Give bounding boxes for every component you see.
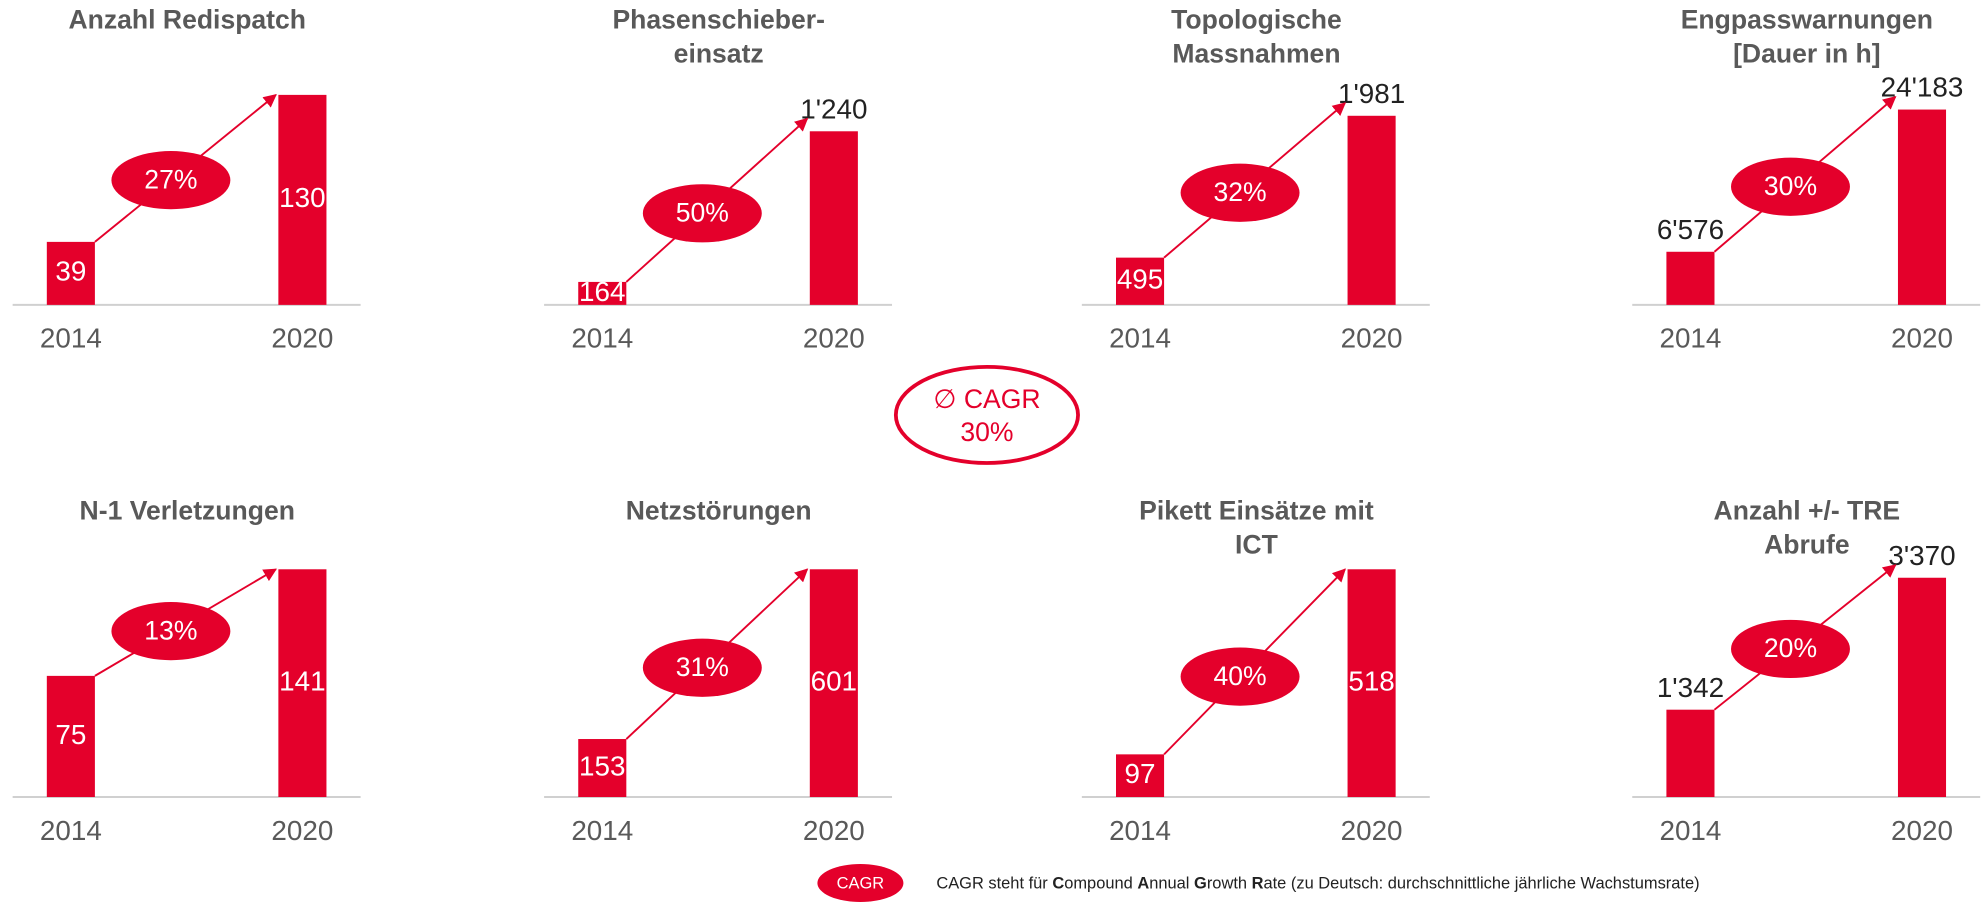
bar — [1347, 115, 1396, 305]
bar — [809, 131, 858, 305]
bar — [578, 739, 627, 797]
x-tick-label: 2014 — [1109, 323, 1171, 354]
chart-title: ICT — [1235, 530, 1278, 560]
chart-title: einsatz — [674, 39, 764, 69]
x-tick-label: 2020 — [1891, 815, 1953, 846]
chart-title: [Dauer in h] — [1733, 39, 1881, 69]
chart-title: Engpasswarnungen — [1681, 5, 1933, 35]
average-value: 30% — [960, 417, 1013, 447]
average-label: ∅ CAGR — [933, 384, 1040, 414]
footer-segment: CAGR steht für — [936, 875, 1052, 893]
footer-segment: R — [1252, 875, 1264, 893]
bar — [578, 281, 627, 305]
footer-text: CAGR steht für Compound Annual Growth Ra… — [936, 875, 1699, 893]
cagr-label: 27% — [144, 164, 197, 194]
x-tick-label: 2014 — [40, 815, 102, 846]
footer-badge: CAGR — [837, 875, 885, 893]
value-label: 75 — [55, 719, 86, 750]
chart-title: N-1 Verletzungen — [80, 495, 295, 525]
bar — [1666, 251, 1715, 305]
cagr-label: 32% — [1214, 177, 1267, 207]
x-tick-label: 2014 — [571, 323, 633, 354]
footer-segment: A — [1137, 875, 1149, 893]
footer-segment: nnual — [1149, 875, 1194, 893]
x-tick-label: 2014 — [1659, 323, 1721, 354]
footer-segment: G — [1194, 875, 1207, 893]
x-tick-label: 2014 — [1659, 815, 1721, 846]
chart-title: Pikett Einsätze mit — [1139, 495, 1374, 525]
cagr-ellipse — [111, 151, 231, 210]
value-label: 1'981 — [1338, 78, 1405, 109]
bar — [278, 94, 327, 305]
x-tick-label: 2020 — [803, 815, 865, 846]
cagr-ellipse — [1180, 163, 1300, 222]
bar — [46, 675, 95, 797]
x-tick-label: 2014 — [1109, 815, 1171, 846]
cagr-label: 50% — [676, 198, 729, 228]
value-label: 1'240 — [800, 93, 867, 124]
cagr-label: 30% — [1764, 171, 1817, 201]
x-tick-label: 2020 — [803, 323, 865, 354]
cagr-label: 20% — [1764, 633, 1817, 663]
chart-title: Massnahmen — [1172, 39, 1340, 69]
bar — [1347, 569, 1396, 797]
chart-title: Phasenschieber- — [612, 5, 824, 35]
value-label: 1'342 — [1657, 672, 1724, 703]
cagr-label: 40% — [1214, 661, 1267, 691]
footer-segment: ompound — [1064, 875, 1137, 893]
bar — [1897, 577, 1947, 797]
footer-segment: rowth — [1207, 875, 1252, 893]
chart-title: Netzstörungen — [626, 495, 812, 525]
cagr-ellipse — [642, 638, 762, 697]
footer-segment: ate (zu Deutsch: durchschnittliche jährl… — [1263, 875, 1699, 893]
cagr-ellipse — [642, 184, 762, 243]
bar — [46, 241, 95, 305]
value-label: 601 — [811, 666, 857, 697]
value-label: 141 — [279, 666, 325, 697]
average-ellipse — [893, 364, 1080, 465]
bar — [278, 569, 327, 797]
value-label: 97 — [1125, 758, 1156, 789]
cagr-label: 13% — [144, 615, 197, 645]
cagr-ellipse — [111, 602, 231, 661]
x-tick-label: 2020 — [1341, 815, 1403, 846]
cagr-ellipse — [1180, 647, 1300, 706]
cagr-label: 31% — [676, 652, 729, 682]
x-tick-label: 2020 — [1891, 323, 1953, 354]
value-label: 495 — [1117, 264, 1163, 295]
x-tick-label: 2020 — [271, 323, 333, 354]
chart-title: Abrufe — [1764, 530, 1850, 560]
bar — [1897, 109, 1947, 305]
x-tick-label: 2014 — [40, 323, 102, 354]
x-tick-label: 2014 — [571, 815, 633, 846]
value-label: 153 — [579, 750, 625, 781]
bar — [1666, 709, 1715, 797]
cagr-ellipse — [1731, 619, 1850, 679]
footer-segment: C — [1052, 875, 1064, 893]
x-tick-label: 2020 — [1341, 323, 1403, 354]
value-label: 3'370 — [1888, 540, 1955, 571]
bar — [1116, 754, 1165, 797]
x-tick-label: 2020 — [271, 815, 333, 846]
bar — [809, 569, 858, 797]
footer-badge-ellipse — [817, 864, 904, 902]
chart-title: Topologische — [1171, 5, 1342, 35]
chart-title: Anzahl +/- TRE — [1714, 495, 1901, 525]
chart-title: Anzahl Redispatch — [69, 5, 307, 35]
value-label: 518 — [1348, 666, 1394, 697]
value-label: 130 — [279, 182, 325, 213]
bar — [1116, 257, 1165, 305]
value-label: 164 — [579, 276, 625, 307]
value-label: 39 — [55, 256, 86, 287]
value-label: 6'576 — [1657, 214, 1724, 245]
cagr-ellipse — [1731, 157, 1850, 216]
